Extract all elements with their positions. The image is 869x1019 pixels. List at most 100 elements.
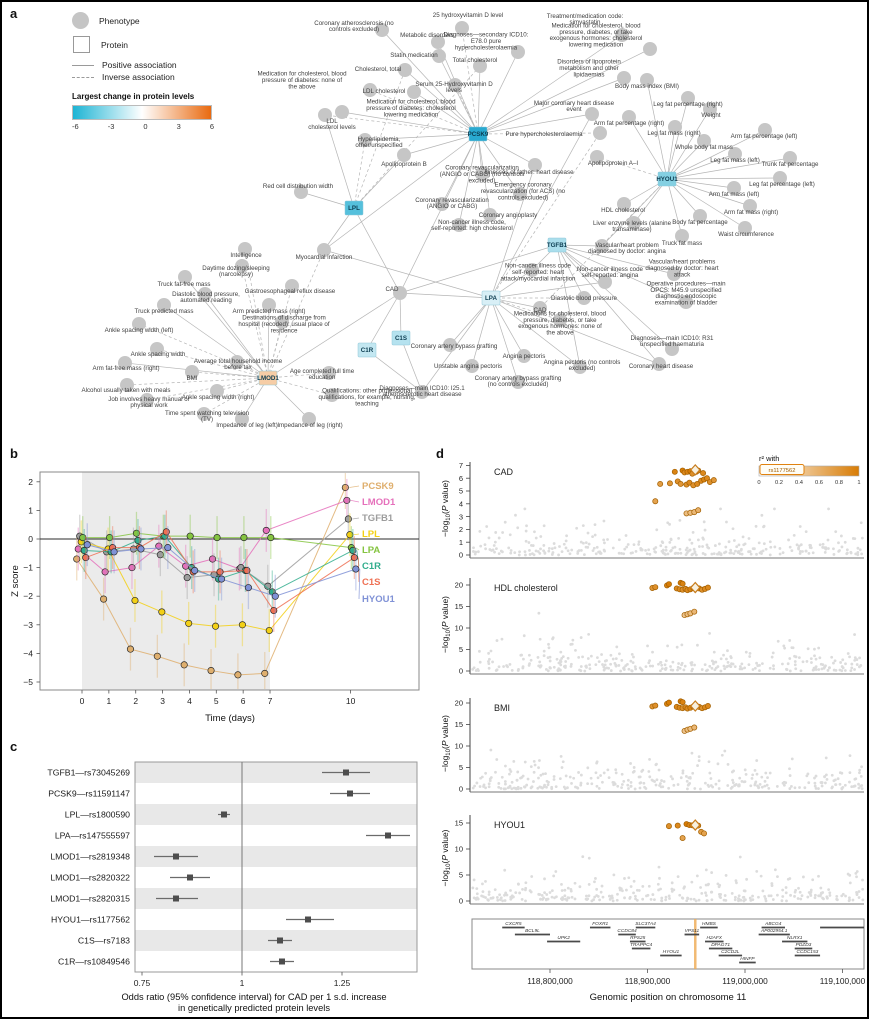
phenotype-label: Impedance of leg (right): [277, 422, 342, 429]
phenotype-label: Whole body fat mass: [675, 144, 733, 151]
c-or-marker: [277, 937, 283, 944]
panel-letter-b: b: [10, 446, 18, 461]
b-xtick: 0: [80, 696, 85, 706]
phenotype-node: [697, 134, 711, 148]
protein-label-PCSK9: PCSK9: [468, 131, 489, 138]
d-highlight-point: [666, 823, 672, 830]
legend-phenotype-label: Phenotype: [99, 15, 140, 26]
d-ytick: 15: [455, 819, 463, 828]
b-point-C1S: [82, 554, 90, 562]
protein-node-C1R: [357, 342, 377, 358]
phenotype-node: [230, 355, 244, 369]
b-point-PCSK9: [180, 661, 188, 669]
d-highlight-point: [700, 470, 707, 477]
d-ytick: 5: [459, 487, 463, 496]
phenotype-node: [198, 287, 212, 301]
d-highlight-point: [679, 699, 686, 706]
phenotype-node: [375, 23, 389, 37]
c-row-label: LPL—rs1800590: [65, 810, 130, 820]
phenotype-node: [513, 187, 527, 201]
d-xtick: 118,800,000: [527, 976, 573, 986]
gene-label-NLRX1: NLRX1: [787, 935, 803, 941]
phenotype-label: Arm fat mass (left): [709, 191, 760, 198]
colorbar-tick: -6: [72, 122, 79, 131]
protein-node-LPA: [481, 290, 501, 306]
c-or-marker: [173, 895, 179, 902]
b-point-LMOD1: [101, 568, 109, 576]
b-point-LPL: [212, 622, 220, 630]
b-point-LPL: [185, 619, 193, 627]
b-xtick: 10: [346, 696, 356, 706]
b-ylabel: Z score: [10, 565, 21, 597]
r2-tick: 0: [757, 480, 760, 486]
phenotype-label: Job involves heavy manual or physical wor…: [108, 396, 190, 409]
phenotype-label: Hyperlipidemia, other/unspecified: [355, 136, 403, 149]
phenotype-label: Vascular/heart problems diagnosed by doct…: [645, 259, 719, 279]
phenotype-node: [533, 301, 547, 315]
phenotype-label: Arm predicted mass (right): [233, 308, 306, 315]
phenotype-node: [432, 49, 446, 63]
gene-label-SLC37A4: SLC37A4: [635, 921, 656, 927]
phenotype-node: [598, 275, 612, 289]
c-row-label: C1S—rs7183: [78, 936, 130, 946]
d-lead-snp-diamond: [689, 581, 701, 594]
phenotype-label: Gastroesophageal reflux disease: [245, 288, 336, 295]
inverse-association-line-icon: [72, 76, 94, 78]
phenotype-node: [235, 259, 249, 273]
phenotype-node: [590, 150, 604, 164]
b-ytick: 2: [28, 477, 33, 487]
b-point-PCSK9: [153, 652, 161, 660]
phenotype-label: Vascular/heart problem diagnosed by docto…: [588, 242, 666, 255]
protein-label-TGFB1: TGFB1: [547, 242, 568, 249]
c-xlabel: Odds ratio (95% confidence interval) for…: [121, 992, 386, 1002]
phenotype-label: LDL cholesterol: [363, 88, 406, 95]
phenotype-label: Coronary revascularization (ANGIO or CABG…: [440, 165, 525, 185]
c-row-label: TGFB1—rs73045269: [47, 768, 130, 778]
phenotype-label: Red cell distribution width: [263, 183, 334, 190]
phenotype-label: Destinations of discharge from hospital (…: [238, 315, 329, 335]
phenotype-label: Unstable angina pectoris: [434, 363, 502, 370]
phenotype-label: Medication for cholesterol, blood pressur…: [366, 99, 456, 119]
gene-track: [471, 918, 865, 970]
b-point-LPL: [238, 621, 246, 629]
d-highlight-point: [679, 835, 686, 842]
b-legend-LMOD1: LMOD1: [362, 497, 396, 508]
positive-association-line-icon: [72, 64, 94, 66]
phenotype-node: [157, 298, 171, 312]
d-panel-title-HYOU1: HYOU1: [494, 820, 525, 830]
phenotype-label: Qualifications: other professional qualif…: [319, 388, 416, 408]
phenotype-node: [150, 342, 164, 356]
phenotype-label: Angina pectoris (no controls excluded): [544, 359, 621, 372]
b-point-LPL: [131, 596, 139, 605]
b-point-HYOU1: [137, 545, 145, 553]
phenotype-node: [407, 85, 421, 99]
phenotype-node: [262, 298, 276, 312]
d-highlight-point: [695, 507, 702, 514]
phenotype-label: Leg fat percentage (left): [749, 181, 815, 188]
phenotype-node: [197, 407, 211, 421]
d-lead-snp-diamond: [689, 700, 701, 712]
c-or-marker: [221, 811, 227, 818]
r2-tick: 1: [857, 480, 860, 486]
phenotype-node: [511, 45, 525, 59]
phenotype-node: [397, 148, 411, 162]
phenotype-node: [393, 286, 407, 300]
c-or-marker: [385, 832, 391, 839]
b-legend-C1S: C1S: [362, 577, 380, 588]
r2-legend-title: r² with: [759, 454, 779, 463]
phenotype-node: [675, 229, 689, 243]
phenotype-label: Medication for cholesterol, blood pressur…: [550, 22, 643, 48]
b-point-PCSK9: [100, 595, 108, 603]
gene-label-CXCR5: CXCR5: [505, 921, 522, 927]
phenotype-node: [185, 365, 199, 379]
phenotype-label: Statin medication: [390, 52, 438, 59]
phenotype-node: [431, 35, 445, 49]
phenotype-node: [627, 216, 641, 230]
d-ylabel: −log10(P value): [440, 480, 452, 537]
phenotype-label: Coronary revascularization (ANGIO or CABG…: [415, 197, 489, 210]
phenotype-label: Diastolic blood pressure, automated readi…: [172, 291, 240, 304]
phenotype-label: Intelligence: [230, 252, 262, 259]
phenotype-label: Alcohol usually taken with meals: [81, 387, 170, 394]
panel-letter-d: d: [436, 446, 444, 461]
phenotype-label: Liver enzyme levels (alanine transaminase…: [593, 220, 672, 233]
